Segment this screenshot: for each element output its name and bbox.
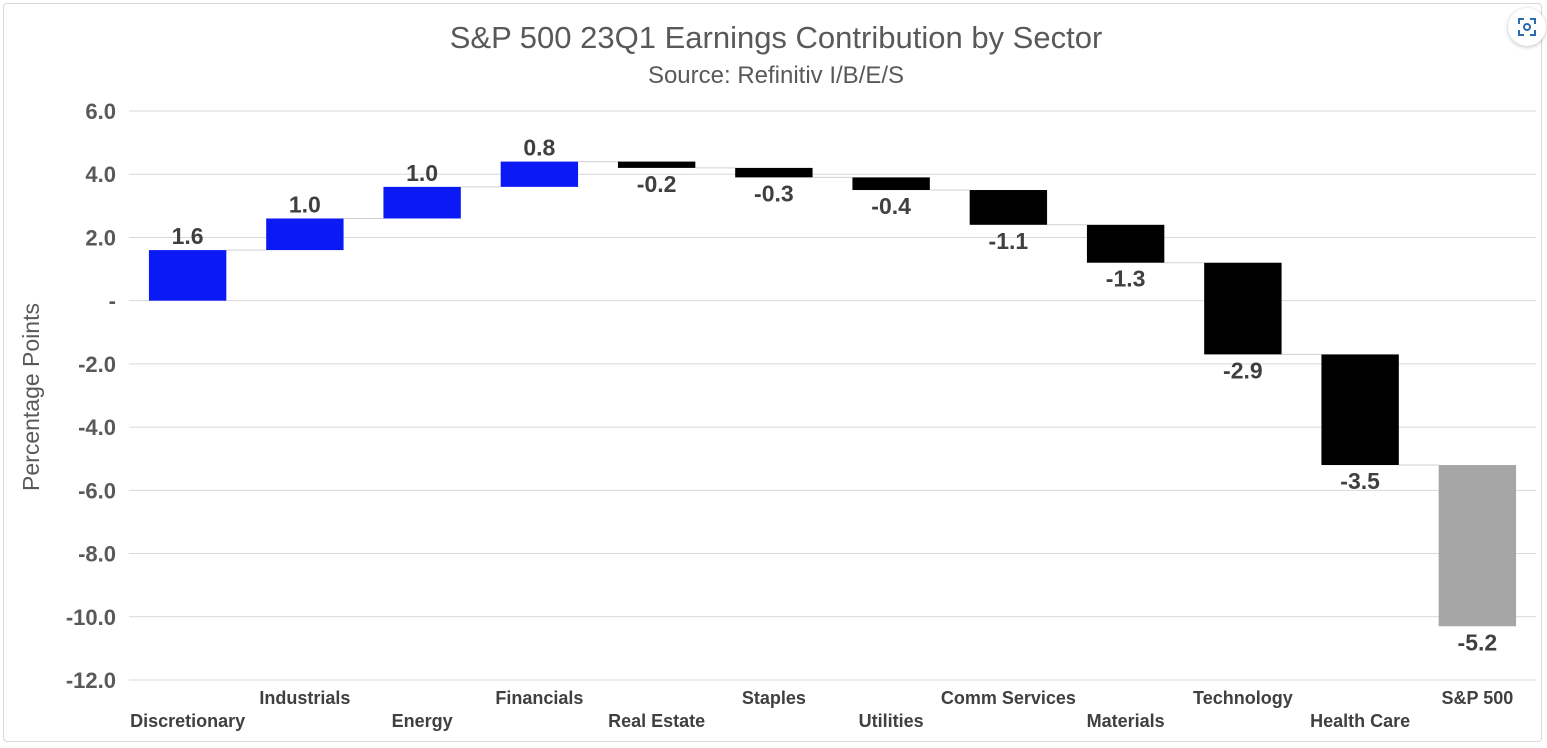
bar xyxy=(969,190,1048,225)
y-tick-label: -6.0 xyxy=(78,478,116,503)
data-label: -1.3 xyxy=(1106,266,1146,292)
bar xyxy=(1204,262,1282,355)
data-labels: 1.6 1.0 1.0 0.8 -0.2 -0.3 -0.4 -1.1 -1.3 -2.9 -3.5… xyxy=(172,135,1498,656)
y-tick-label: 6.0 xyxy=(85,99,116,124)
y-tick-label: 2.0 xyxy=(85,225,116,250)
bar xyxy=(735,167,813,178)
category-label: Utilities xyxy=(859,711,924,731)
data-label: -3.5 xyxy=(1340,468,1380,494)
bar xyxy=(148,250,227,301)
data-label: -0.4 xyxy=(871,193,911,219)
category-label: Discretionary xyxy=(130,711,245,731)
category-label: Materials xyxy=(1087,711,1165,731)
bars xyxy=(148,161,1517,627)
chart-title: S&P 500 23Q1 Earnings Contribution by Se… xyxy=(450,20,1103,55)
y-tick-label: -4.0 xyxy=(78,415,116,440)
bar xyxy=(1438,465,1517,627)
chart-subtitle: Source: Refinitiv I/B/E/S xyxy=(648,62,904,89)
category-label: Real Estate xyxy=(608,711,705,731)
data-label: -0.2 xyxy=(637,171,677,197)
chart-svg: S&P 500 23Q1 Earnings Contribution by Se… xyxy=(18,20,1536,731)
category-label: Financials xyxy=(495,688,583,708)
y-tick-label: -12.0 xyxy=(66,668,116,693)
bar xyxy=(1321,354,1399,466)
bar xyxy=(383,186,461,219)
bar xyxy=(617,161,696,168)
y-tick-label: 4.0 xyxy=(85,162,116,187)
y-tick-label: - xyxy=(109,289,116,314)
data-label: -1.1 xyxy=(989,228,1029,254)
category-label: Technology xyxy=(1193,688,1293,708)
y-axis-label: Percentage Points xyxy=(18,303,44,491)
bar xyxy=(1086,224,1165,263)
expand-button[interactable] xyxy=(1508,8,1546,46)
data-label: 1.0 xyxy=(406,160,438,186)
y-tick-label: -8.0 xyxy=(78,542,116,567)
category-labels: Discretionary Industrials Energy Financials… xyxy=(130,688,1513,731)
data-label: 1.6 xyxy=(172,223,204,249)
category-label: Comm Services xyxy=(941,688,1076,708)
expand-icon xyxy=(1518,18,1536,36)
data-label: -5.2 xyxy=(1458,629,1498,655)
category-label: Staples xyxy=(742,688,806,708)
bar xyxy=(266,218,344,251)
connector-lines xyxy=(226,161,1439,466)
y-axis-ticks: 6.0 4.0 2.0 - -2.0 -4.0 -6.0 -8.0 -10.0 -12.0 xyxy=(66,99,116,693)
data-label: 0.8 xyxy=(523,135,555,161)
bar xyxy=(500,161,579,187)
data-label: -0.3 xyxy=(754,180,794,206)
category-label: S&P 500 xyxy=(1442,688,1514,708)
y-tick-label: -10.0 xyxy=(66,605,116,630)
category-label: Energy xyxy=(392,711,453,731)
chart-frame: S&P 500 23Q1 Earnings Contribution by Se… xyxy=(3,3,1542,742)
y-tick-label: -2.0 xyxy=(78,352,116,377)
bar xyxy=(852,177,930,191)
data-label: 1.0 xyxy=(289,191,321,217)
gridlines xyxy=(129,110,1536,681)
category-label: Health Care xyxy=(1310,711,1410,731)
data-label: -2.9 xyxy=(1223,357,1263,383)
category-label: Industrials xyxy=(259,688,350,708)
